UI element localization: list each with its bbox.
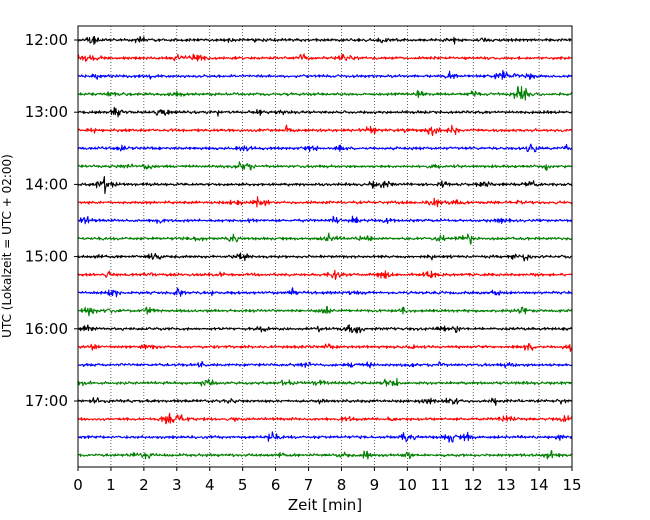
trace-1600 bbox=[77, 324, 573, 334]
trace-1230 bbox=[77, 69, 573, 80]
trace-1745 bbox=[77, 450, 573, 460]
x-tick-label-0: 0 bbox=[73, 476, 83, 494]
trace-1630 bbox=[77, 360, 573, 369]
trace-1345 bbox=[77, 161, 573, 171]
trace-1730 bbox=[77, 431, 573, 443]
x-tick-label-8: 8 bbox=[337, 476, 347, 494]
trace-1400 bbox=[77, 176, 573, 195]
y-axis: 12:00 13:00 14:00 15:00 16:00 17:00 bbox=[25, 31, 78, 410]
y-tick-label-2: 14:00 bbox=[25, 175, 68, 193]
x-tick-label-5: 5 bbox=[238, 476, 248, 494]
x-tick-label-4: 4 bbox=[205, 476, 215, 494]
trace-1645 bbox=[77, 377, 573, 387]
trace-1215 bbox=[77, 53, 573, 62]
x-tick-label-3: 3 bbox=[172, 476, 182, 494]
trace-1530 bbox=[77, 287, 573, 298]
y-tick-label-3: 15:00 bbox=[25, 248, 68, 266]
x-tick-label-13: 13 bbox=[497, 476, 516, 494]
y-tick-label-5: 17:00 bbox=[25, 392, 68, 410]
x-tick-label-10: 10 bbox=[398, 476, 417, 494]
trace-1330 bbox=[77, 143, 573, 153]
y-axis-label: UTC (Lokalzeit = UTC + 02:00) bbox=[0, 154, 14, 338]
x-tick-label-7: 7 bbox=[304, 476, 314, 494]
x-axis: 0 1 2 3 4 5 6 7 8 9 10 11 12 13 14 15 bbox=[73, 467, 582, 494]
x-tick-label-14: 14 bbox=[530, 476, 549, 494]
trace-1715 bbox=[77, 412, 573, 425]
trace-1500 bbox=[77, 252, 573, 262]
trace-1315 bbox=[77, 124, 573, 137]
x-axis-label: Zeit [min] bbox=[288, 496, 362, 514]
x-tick-label-11: 11 bbox=[431, 476, 450, 494]
plot-frame bbox=[77, 25, 573, 468]
trace-1200 bbox=[77, 35, 573, 45]
y-tick-label-0: 12:00 bbox=[25, 31, 68, 49]
x-tick-label-1: 1 bbox=[106, 476, 116, 494]
x-tick-label-9: 9 bbox=[370, 476, 380, 494]
x-tick-label-12: 12 bbox=[464, 476, 483, 494]
trace-1430 bbox=[77, 215, 573, 225]
trace-1700 bbox=[77, 397, 573, 406]
seismic-traces bbox=[77, 35, 573, 460]
trace-1445 bbox=[77, 232, 573, 245]
trace-1515 bbox=[77, 269, 573, 280]
trace-1415 bbox=[77, 196, 573, 208]
y-tick-label-1: 13:00 bbox=[25, 103, 68, 121]
x-tick-label-2: 2 bbox=[139, 476, 149, 494]
trace-1545 bbox=[77, 305, 573, 317]
trace-1300 bbox=[77, 106, 573, 118]
trace-1615 bbox=[77, 343, 573, 353]
x-tick-label-15: 15 bbox=[562, 476, 581, 494]
y-tick-label-4: 16:00 bbox=[25, 320, 68, 338]
trace-1245 bbox=[77, 86, 573, 101]
x-tick-label-6: 6 bbox=[271, 476, 281, 494]
